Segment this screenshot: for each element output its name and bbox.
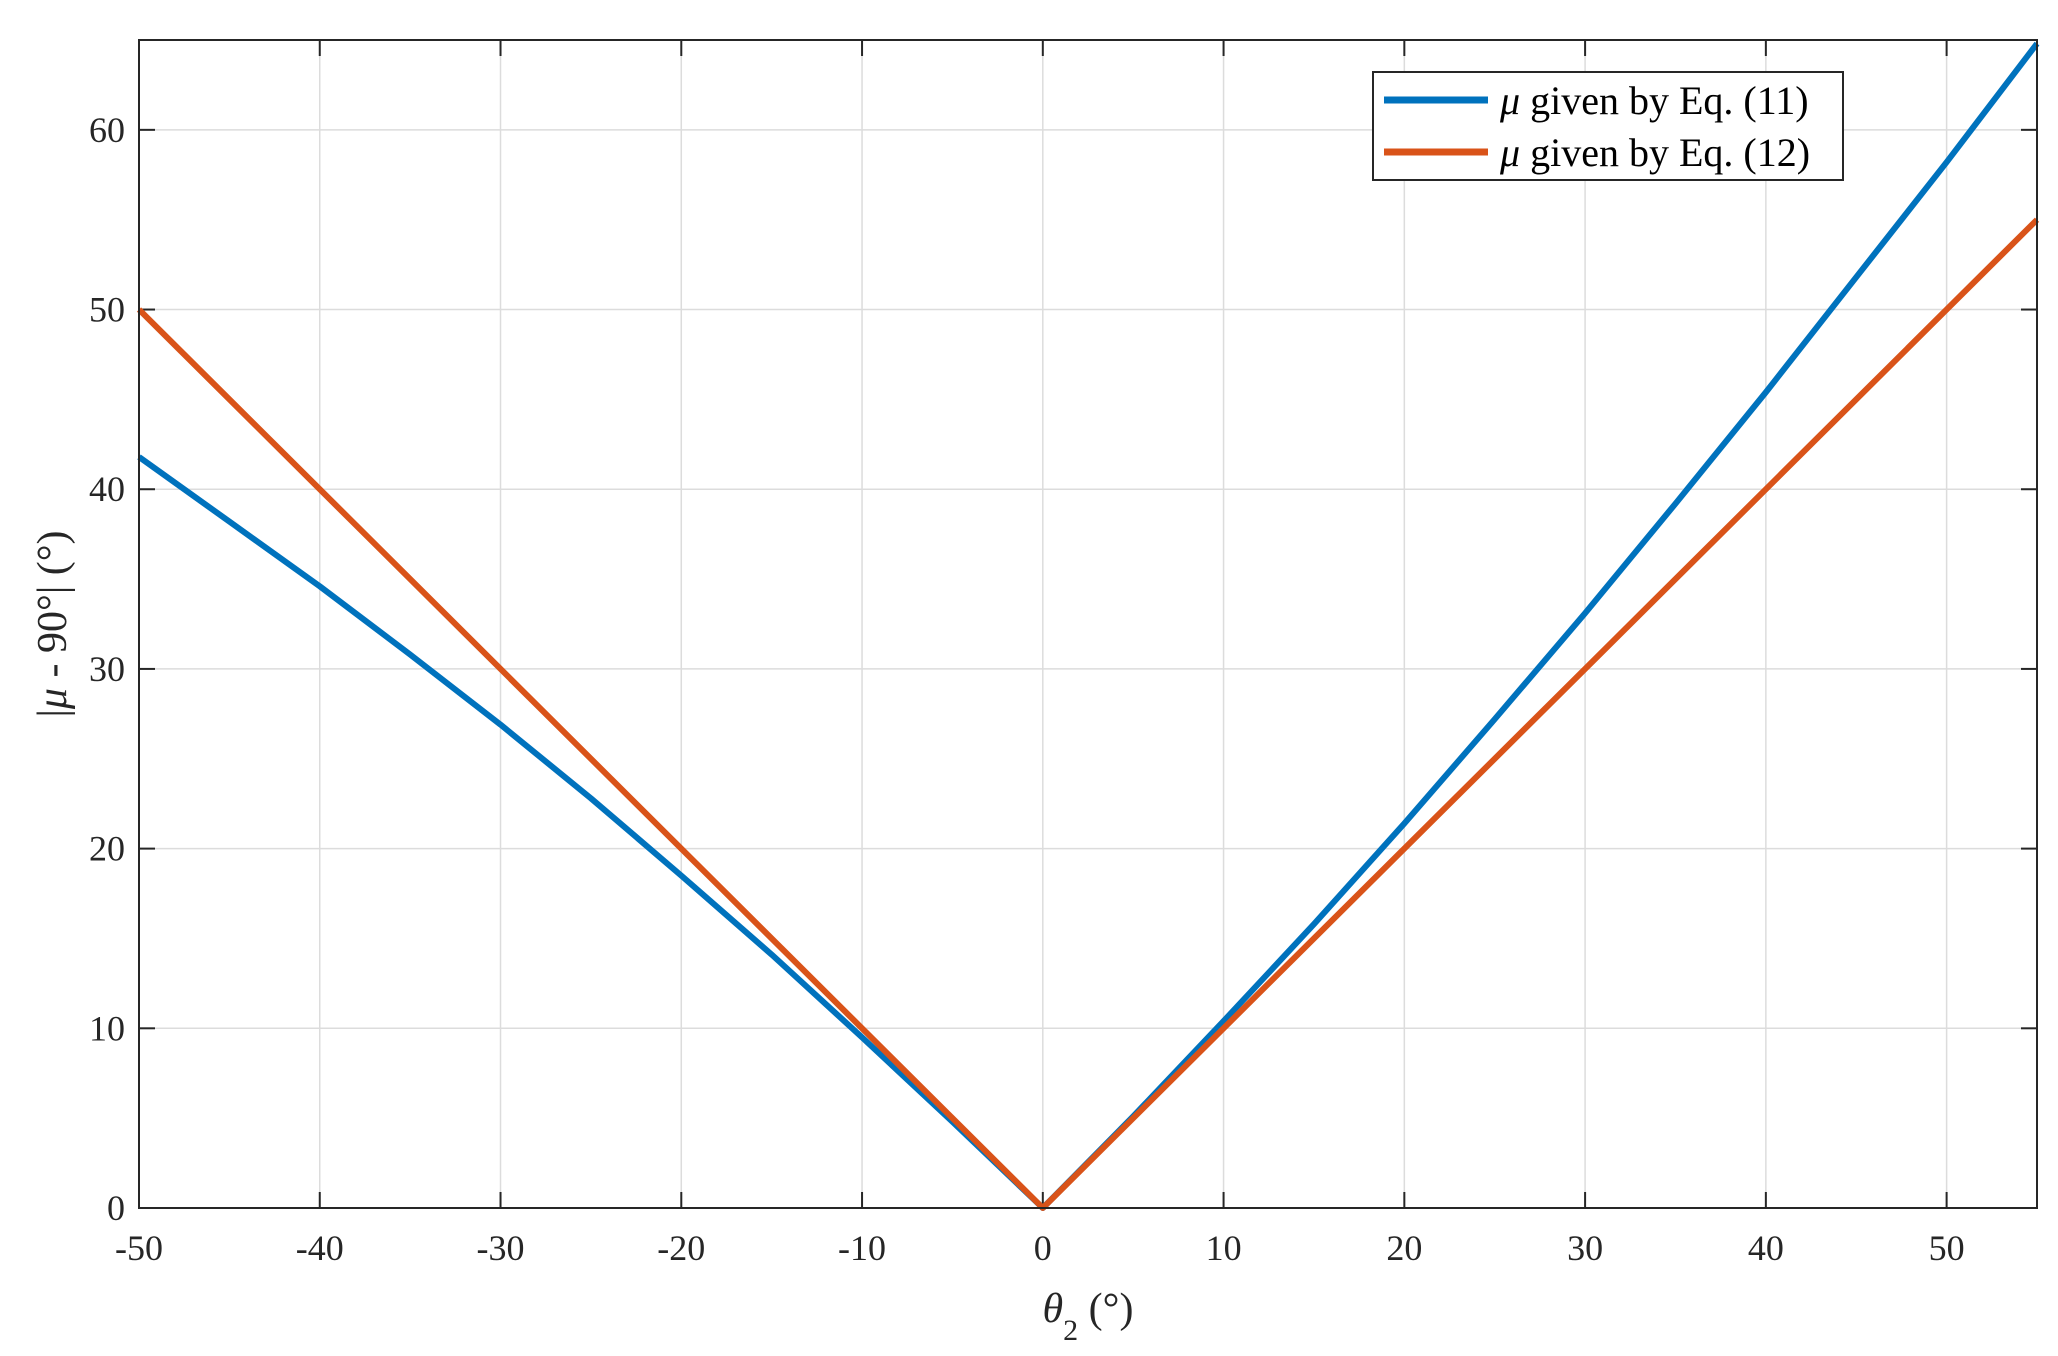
x-tick-label: -10 — [838, 1228, 886, 1268]
y-tick-label: 40 — [89, 469, 125, 509]
x-tick-label: 30 — [1567, 1228, 1603, 1268]
legend-entry-eq11: μ given by Eq. (11) — [1499, 78, 1809, 123]
x-tick-label: 40 — [1748, 1228, 1784, 1268]
y-tick-label: 20 — [89, 829, 125, 869]
y-tick-label: 10 — [89, 1008, 125, 1048]
x-tick-label: -20 — [657, 1228, 705, 1268]
x-tick-label: 0 — [1034, 1228, 1052, 1268]
legend: μ given by Eq. (11) μ given by Eq. (12) — [1373, 72, 1843, 180]
x-tick-label: 20 — [1386, 1228, 1422, 1268]
y-tick-label: 60 — [89, 110, 125, 150]
y-tick-label: 50 — [89, 290, 125, 330]
y-tick-label: 30 — [89, 649, 125, 689]
y-tick-label: 0 — [107, 1188, 125, 1228]
x-tick-label: -30 — [477, 1228, 525, 1268]
x-tick-label: 50 — [1929, 1228, 1965, 1268]
y-axis-label: |μ - 90°| (°) — [30, 531, 76, 718]
legend-entry-eq12: μ given by Eq. (12) — [1499, 130, 1810, 175]
x-tick-label: 10 — [1206, 1228, 1242, 1268]
x-tick-label: -40 — [296, 1228, 344, 1268]
x-tick-label: -50 — [115, 1228, 163, 1268]
